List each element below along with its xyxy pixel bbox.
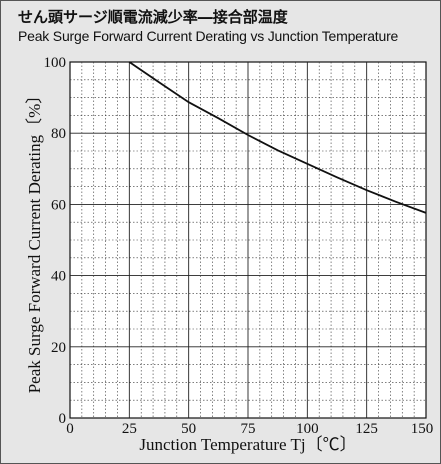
- x-tick-label: 75: [241, 421, 256, 437]
- y-tick-label: 80: [51, 126, 66, 142]
- x-tick-label: 100: [296, 421, 319, 437]
- x-tick-labels: 0 25 50 75 100 125 150: [66, 421, 433, 437]
- y-tick-label: 20: [51, 340, 66, 356]
- x-axis-label: Junction Temperature Tj〔℃〕: [139, 435, 356, 454]
- x-tick-label: 50: [181, 421, 196, 437]
- x-tick-label: 125: [355, 421, 378, 437]
- y-axis-label: Peak Surge Forward Current Derating〔%〕: [25, 87, 44, 394]
- series-line: [128, 61, 427, 214]
- y-tick-label: 100: [44, 55, 67, 71]
- y-tick-label: 60: [51, 197, 66, 213]
- x-tick-label: 150: [411, 421, 434, 437]
- y-tick-label: 40: [51, 269, 66, 285]
- x-tick-label: 0: [66, 421, 74, 437]
- chart-subtitle: Peak Surge Forward Current Derating vs J…: [18, 28, 399, 44]
- x-tick-label: 25: [122, 421, 137, 437]
- y-tick-labels: 0 20 40 60 80 100: [44, 55, 67, 427]
- y-tick-label: 0: [59, 411, 67, 427]
- chart-title: せん頭サージ順電流減少率―接合部温度: [18, 8, 288, 26]
- major-grid: [70, 62, 426, 418]
